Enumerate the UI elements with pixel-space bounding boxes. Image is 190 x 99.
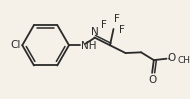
Text: NH: NH xyxy=(81,41,97,51)
Text: F: F xyxy=(119,25,125,35)
Text: N: N xyxy=(91,27,98,37)
Text: Cl: Cl xyxy=(11,40,21,50)
Text: O: O xyxy=(167,53,175,63)
Text: CH₃: CH₃ xyxy=(178,56,190,65)
Text: F: F xyxy=(101,20,107,30)
Text: O: O xyxy=(148,75,157,85)
Text: F: F xyxy=(114,14,120,24)
